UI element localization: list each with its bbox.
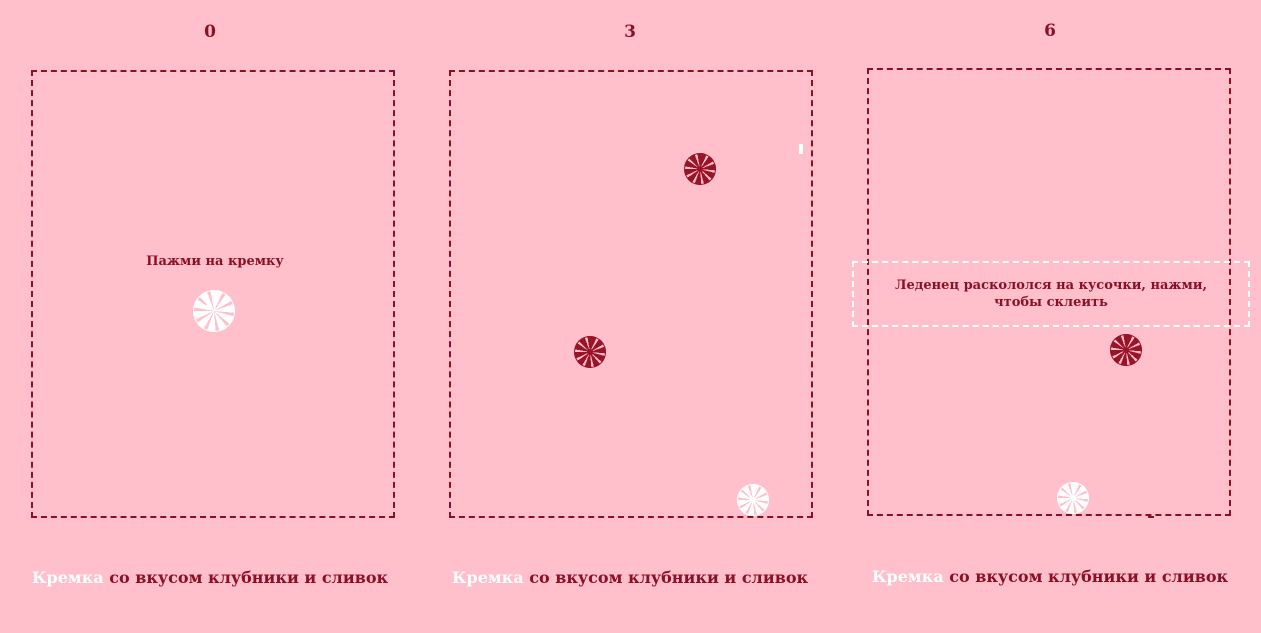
candy-white-icon[interactable] <box>193 290 235 332</box>
candy-crumb-icon <box>1148 516 1154 518</box>
play-area[interactable] <box>867 68 1231 516</box>
product-caption: Кремка со вкусом клубники и сливок <box>840 567 1260 586</box>
product-description: со вкусом клубники и сливок <box>103 568 389 587</box>
candy-red-icon[interactable] <box>684 153 716 185</box>
score-counter: 3 <box>624 22 636 42</box>
play-area[interactable] <box>31 70 395 518</box>
candy-red-icon[interactable] <box>574 336 606 368</box>
game-panel-2: 3 Кремка со вкусом клубники и сливок <box>420 0 840 633</box>
product-description: со вкусом клубники и сливок <box>523 568 809 587</box>
candy-white-icon[interactable] <box>737 484 769 516</box>
candy-red-icon[interactable] <box>1110 334 1142 366</box>
brand-name: Кремка <box>871 567 944 586</box>
game-panel-3: 6 Леденец раскололся на кусочки, нажми, … <box>840 0 1260 633</box>
brand-name: Кремка <box>31 568 104 587</box>
broken-candy-notice[interactable]: Леденец раскололся на кусочки, нажми, чт… <box>852 261 1250 327</box>
candy-fragment-icon <box>799 144 803 154</box>
candy-white-icon[interactable] <box>1057 482 1089 514</box>
product-description: со вкусом клубники и сливок <box>943 567 1229 586</box>
score-counter: 6 <box>1044 21 1056 41</box>
product-caption: Кремка со вкусом клубники и сливок <box>420 568 840 587</box>
score-counter: 0 <box>204 22 216 42</box>
product-caption: Кремка со вкусом клубники и сливок <box>0 568 420 587</box>
play-area[interactable] <box>449 70 813 518</box>
brand-name: Кремка <box>451 568 524 587</box>
tap-hint: Пажми на кремку <box>146 254 284 269</box>
game-panel-1: 0 Пажми на кремку Кремка со вкусом клубн… <box>0 0 420 633</box>
